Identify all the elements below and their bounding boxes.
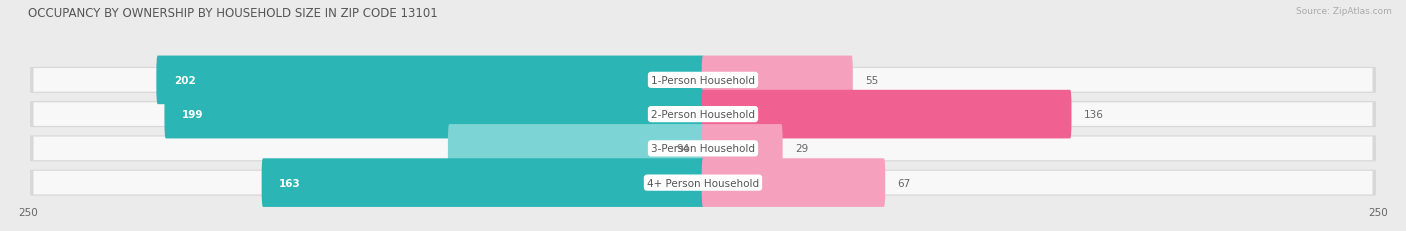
FancyBboxPatch shape bbox=[31, 68, 1375, 93]
Text: 3-Person Household: 3-Person Household bbox=[651, 144, 755, 154]
Text: 67: 67 bbox=[897, 178, 911, 188]
Text: 199: 199 bbox=[181, 110, 204, 120]
Text: 94: 94 bbox=[676, 144, 689, 154]
FancyBboxPatch shape bbox=[31, 102, 1375, 127]
FancyBboxPatch shape bbox=[449, 125, 704, 173]
Text: 29: 29 bbox=[794, 144, 808, 154]
FancyBboxPatch shape bbox=[165, 90, 704, 139]
FancyBboxPatch shape bbox=[156, 56, 704, 105]
FancyBboxPatch shape bbox=[31, 170, 1375, 195]
FancyBboxPatch shape bbox=[702, 159, 886, 207]
FancyBboxPatch shape bbox=[702, 90, 1071, 139]
FancyBboxPatch shape bbox=[34, 137, 1372, 161]
Text: 4+ Person Household: 4+ Person Household bbox=[647, 178, 759, 188]
FancyBboxPatch shape bbox=[262, 159, 704, 207]
FancyBboxPatch shape bbox=[702, 56, 853, 105]
Text: 55: 55 bbox=[865, 76, 879, 85]
FancyBboxPatch shape bbox=[31, 137, 1375, 161]
Text: OCCUPANCY BY OWNERSHIP BY HOUSEHOLD SIZE IN ZIP CODE 13101: OCCUPANCY BY OWNERSHIP BY HOUSEHOLD SIZE… bbox=[28, 7, 437, 20]
FancyBboxPatch shape bbox=[34, 103, 1372, 126]
FancyBboxPatch shape bbox=[34, 171, 1372, 195]
Text: 2-Person Household: 2-Person Household bbox=[651, 110, 755, 120]
Text: 1-Person Household: 1-Person Household bbox=[651, 76, 755, 85]
Text: 202: 202 bbox=[174, 76, 195, 85]
FancyBboxPatch shape bbox=[702, 125, 783, 173]
Text: 136: 136 bbox=[1084, 110, 1104, 120]
FancyBboxPatch shape bbox=[34, 69, 1372, 92]
Text: Source: ZipAtlas.com: Source: ZipAtlas.com bbox=[1296, 7, 1392, 16]
Text: 163: 163 bbox=[280, 178, 301, 188]
